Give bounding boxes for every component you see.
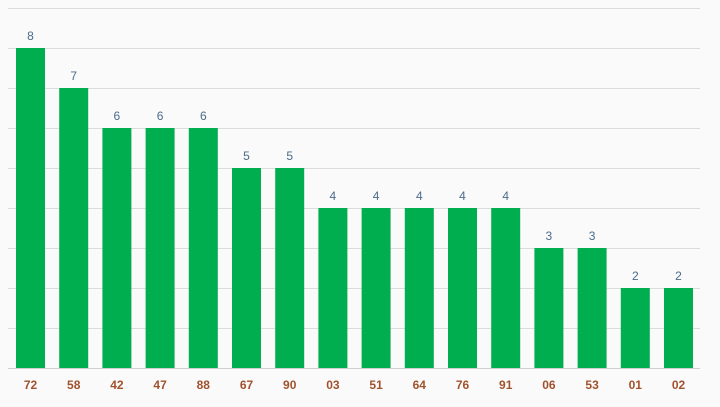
value-label-64: 4: [416, 189, 423, 203]
value-label-76: 4: [459, 189, 466, 203]
value-label-51: 4: [373, 189, 380, 203]
category-label-58: 58: [67, 378, 81, 392]
category-label-03: 03: [326, 378, 340, 392]
bar-91: [491, 208, 521, 368]
category-label-01: 01: [629, 378, 643, 392]
value-label-88: 6: [200, 109, 207, 123]
bar-88: [188, 128, 218, 368]
category-label-76: 76: [456, 378, 470, 392]
category-label-06: 06: [542, 378, 556, 392]
value-label-01: 2: [632, 269, 639, 283]
bar-51: [361, 208, 391, 368]
category-label-64: 64: [413, 378, 427, 392]
category-label-42: 42: [110, 378, 124, 392]
value-label-47: 6: [157, 109, 164, 123]
value-label-90: 5: [286, 149, 293, 163]
category-label-47: 47: [153, 378, 167, 392]
category-label-88: 88: [197, 378, 211, 392]
category-label-72: 72: [24, 378, 38, 392]
category-label-91: 91: [499, 378, 513, 392]
value-label-53: 3: [589, 229, 596, 243]
bar-01: [620, 288, 650, 368]
value-label-67: 5: [243, 149, 250, 163]
bar-layer: [16, 48, 693, 368]
value-label-03: 4: [330, 189, 337, 203]
bar-47: [145, 128, 175, 368]
value-label-42: 6: [114, 109, 121, 123]
bar-67: [232, 168, 261, 368]
bar-72: [16, 48, 45, 368]
bar-06: [534, 248, 564, 368]
bar-76: [448, 208, 477, 368]
category-label-53: 53: [585, 378, 599, 392]
bar-64: [404, 208, 434, 368]
bar-58: [59, 88, 89, 368]
value-label-91: 4: [502, 189, 509, 203]
category-label-51: 51: [369, 378, 383, 392]
category-label-layer: 72 58 42 47 88 67 90 03 51 64 76 91 06 53 01 02: [24, 378, 686, 392]
bar-02: [664, 288, 693, 368]
bar-03: [318, 208, 348, 368]
value-label-06: 3: [546, 229, 553, 243]
category-label-90: 90: [283, 378, 297, 392]
bar-42: [102, 128, 132, 368]
value-label-72: 8: [27, 29, 34, 43]
value-label-02: 2: [675, 269, 682, 283]
bar-53: [577, 248, 607, 368]
value-label-58: 7: [70, 69, 77, 83]
category-label-02: 02: [672, 378, 686, 392]
value-label-layer: 8 7 6 6 6 5 5 4 4 4 4 4 3 3 2 2: [27, 29, 682, 283]
bar-90: [275, 168, 305, 368]
category-label-67: 67: [240, 378, 254, 392]
